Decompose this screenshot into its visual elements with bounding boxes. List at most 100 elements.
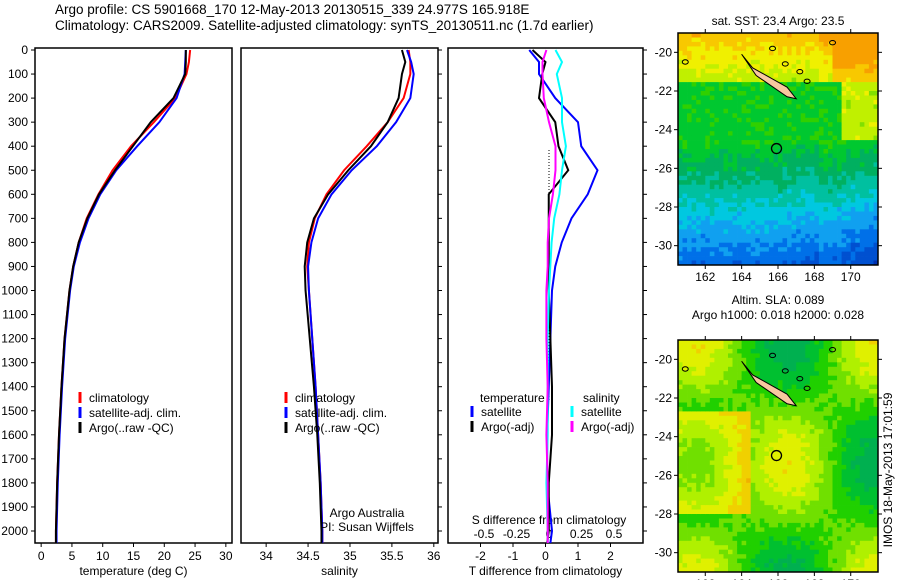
map-cell xyxy=(737,496,743,502)
map-cell xyxy=(723,505,729,510)
map-cell xyxy=(759,451,765,457)
map-cell xyxy=(787,37,793,43)
map-cell xyxy=(782,505,788,510)
map-cell xyxy=(837,496,843,502)
map-cell xyxy=(755,456,761,461)
map-cell xyxy=(764,166,770,172)
map-cell xyxy=(768,229,774,235)
map-cell xyxy=(773,131,779,137)
map-cell xyxy=(787,73,793,79)
map-cell xyxy=(850,220,856,226)
map-cell xyxy=(696,531,702,537)
y-tick-label: 600 xyxy=(8,187,28,201)
map-cell xyxy=(773,420,779,426)
map-cell xyxy=(709,389,715,394)
map-cell xyxy=(818,175,824,181)
map-cell xyxy=(741,563,747,568)
map-cell xyxy=(818,545,824,551)
map-cell xyxy=(678,447,683,452)
map-cell xyxy=(800,558,806,564)
map-cell xyxy=(805,229,811,235)
map-cell xyxy=(828,55,833,61)
map-cell xyxy=(750,554,756,560)
map-cell xyxy=(746,442,752,448)
map-cell xyxy=(737,242,743,248)
map-cell xyxy=(868,429,874,435)
map-cell xyxy=(741,344,747,350)
map-cell xyxy=(855,496,861,502)
map-cell xyxy=(700,482,706,488)
map-cell xyxy=(864,193,870,199)
map-cell xyxy=(846,384,852,390)
map-cell xyxy=(846,91,852,96)
map-cell xyxy=(809,433,815,439)
map-cell xyxy=(818,505,824,510)
map-cell xyxy=(828,424,833,430)
map-cell xyxy=(732,46,738,52)
map-cell xyxy=(678,482,683,488)
map-cell xyxy=(832,420,838,426)
map-cell xyxy=(687,438,693,444)
map-cell xyxy=(728,131,733,137)
map-cell xyxy=(696,140,702,145)
map-cell xyxy=(855,554,861,560)
map-cell xyxy=(714,438,720,444)
map-cell xyxy=(682,140,688,145)
map-cell xyxy=(682,491,688,497)
map-cell xyxy=(682,567,688,573)
map-cell xyxy=(805,247,811,253)
map-cell xyxy=(818,344,824,350)
map-cell xyxy=(741,256,747,261)
map-cell xyxy=(678,229,683,235)
map-cell xyxy=(791,340,797,345)
map-cell xyxy=(750,41,756,47)
map-cell xyxy=(841,220,847,226)
map-cell xyxy=(841,527,847,533)
map-cell xyxy=(728,247,733,253)
map-cell xyxy=(787,478,793,484)
map-cell xyxy=(696,184,702,190)
map-cell xyxy=(678,99,683,105)
map-cell xyxy=(873,482,879,488)
map-cell xyxy=(855,478,861,484)
map-cell xyxy=(759,238,765,244)
map-cell xyxy=(846,140,852,145)
map-cell xyxy=(728,251,733,257)
map-cell xyxy=(814,522,820,528)
map-cell xyxy=(705,464,711,470)
map-cell xyxy=(828,366,833,372)
map-cell xyxy=(741,536,747,542)
map-cell xyxy=(773,215,779,221)
map-cell xyxy=(868,189,874,195)
map-cell xyxy=(832,554,838,560)
map-cell xyxy=(832,171,838,177)
map-cell xyxy=(814,469,820,475)
map-cell xyxy=(768,554,774,560)
legend-title-salinity: salinity xyxy=(583,391,620,405)
map-cell xyxy=(709,554,715,560)
map-cell xyxy=(773,500,779,506)
island-outline-icon xyxy=(681,366,689,372)
map-cell xyxy=(678,536,683,542)
map-cell xyxy=(764,415,770,421)
map-cell xyxy=(773,211,779,217)
map-cell xyxy=(696,353,702,359)
map-x-tick-label: 170 xyxy=(841,577,861,580)
map-cell xyxy=(709,229,715,235)
map-cell xyxy=(678,429,683,435)
map-cell xyxy=(818,73,824,79)
map-cell xyxy=(859,37,865,43)
map-cell xyxy=(709,496,715,502)
map-cell xyxy=(691,433,697,439)
map-cell xyxy=(818,198,824,203)
map-cell xyxy=(700,113,706,119)
map-cell xyxy=(700,157,706,163)
map-cell xyxy=(723,46,729,52)
map-cell xyxy=(687,68,693,74)
map-cell xyxy=(805,193,811,199)
map-cell xyxy=(778,433,783,439)
map-cell xyxy=(764,162,770,168)
map-cell xyxy=(868,536,874,542)
map-cell xyxy=(678,402,683,408)
map-cell xyxy=(714,389,720,394)
